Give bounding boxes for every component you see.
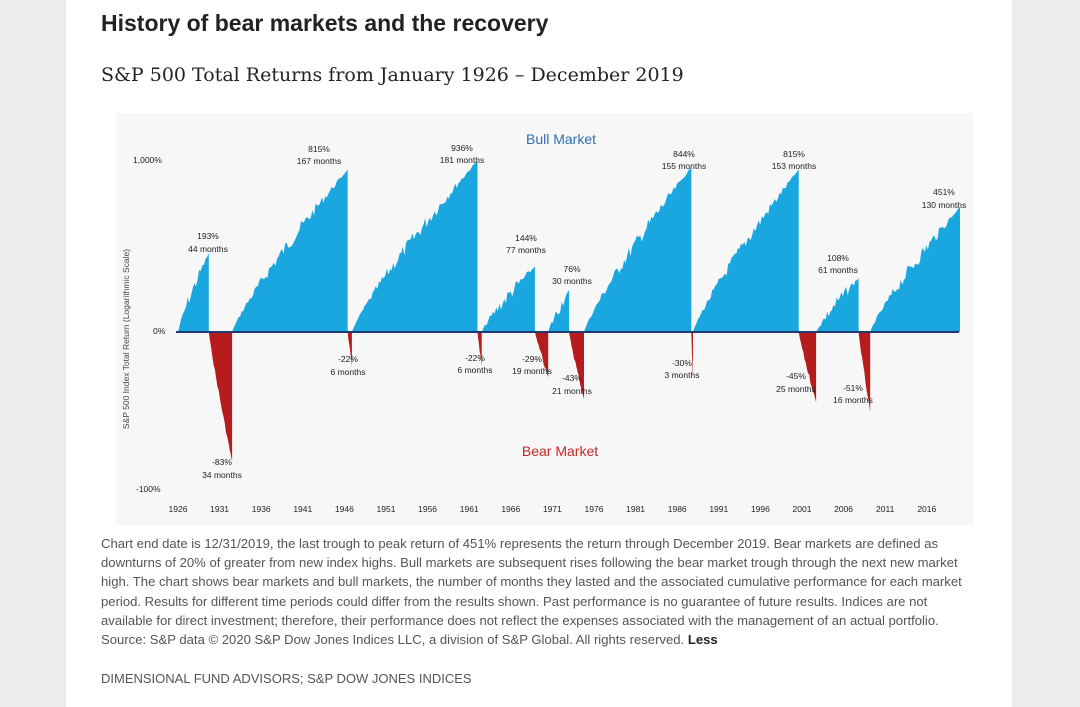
x-tick-label: 1956 xyxy=(418,504,437,514)
y-tick-label: -100% xyxy=(136,484,161,494)
bear-duration-label: 6 months xyxy=(458,365,493,375)
bull-market-area xyxy=(548,290,569,332)
bear-value-label: -29% xyxy=(522,354,542,364)
x-tick-label: 1936 xyxy=(252,504,271,514)
bear-duration-label: 3 months xyxy=(665,370,700,380)
x-tick-label: 2016 xyxy=(917,504,936,514)
bull-value-label: 815% xyxy=(783,149,805,159)
bull-market-area xyxy=(232,169,348,332)
x-tick-label: 1931 xyxy=(210,504,229,514)
x-tick-label: 1946 xyxy=(335,504,354,514)
x-tick-label: 2006 xyxy=(834,504,853,514)
y-tick-label: 0% xyxy=(153,326,166,336)
bull-duration-label: 130 months xyxy=(922,200,966,210)
bull-market-area xyxy=(178,253,209,332)
x-tick-label: 1996 xyxy=(751,504,770,514)
bull-value-label: 844% xyxy=(673,149,695,159)
bull-value-label: 144% xyxy=(515,233,537,243)
bear-value-label: -45% xyxy=(786,371,806,381)
bull-duration-label: 77 months xyxy=(506,245,546,255)
x-tick-label: 1991 xyxy=(709,504,728,514)
bull-value-label: 936% xyxy=(451,143,473,153)
bear-market-area xyxy=(534,332,549,378)
chart-caption: Chart end date is 12/31/2019, the last t… xyxy=(101,534,971,649)
x-tick-label: 1981 xyxy=(626,504,645,514)
page-subtitle: S&P 500 Total Returns from January 1926 … xyxy=(101,64,684,86)
bull-value-label: 193% xyxy=(197,231,219,241)
bear-value-label: -22% xyxy=(465,353,485,363)
bull-bear-chart: S&P 500 Index Total Return (Logarithmic … xyxy=(121,131,966,514)
x-tick-label: 1941 xyxy=(293,504,312,514)
x-tick-label: 1971 xyxy=(543,504,562,514)
source-credit: DIMENSIONAL FUND ADVISORS; S&P DOW JONES… xyxy=(101,671,472,686)
bear-duration-label: 19 months xyxy=(512,366,552,376)
x-tick-label: 2011 xyxy=(876,504,895,514)
less-link[interactable]: Less xyxy=(687,632,718,648)
bull-duration-label: 181 months xyxy=(440,155,484,165)
x-tick-label: 1976 xyxy=(585,504,604,514)
bull-value-label: 108% xyxy=(827,253,849,263)
bull-market-area xyxy=(693,169,799,332)
bear-market-area xyxy=(347,332,352,367)
chart-panel: S&P 500 Index Total Return (Logarithmic … xyxy=(116,113,973,525)
bear-duration-label: 21 months xyxy=(552,386,592,396)
bull-duration-label: 61 months xyxy=(818,265,858,275)
bear-duration-label: 25 months xyxy=(776,384,816,394)
caption-text: Chart end date is 12/31/2019, the last t… xyxy=(101,536,962,648)
bull-market-area xyxy=(584,167,692,332)
bull-market-label: Bull Market xyxy=(526,131,596,147)
y-axis-title: S&P 500 Index Total Return (Logarithmic … xyxy=(121,249,131,429)
bear-market-area xyxy=(691,332,693,379)
bull-market-area xyxy=(870,206,960,332)
bull-market-area xyxy=(351,160,478,332)
bull-value-label: 76% xyxy=(563,264,580,274)
x-tick-label: 1951 xyxy=(377,504,396,514)
bear-value-label: -83% xyxy=(212,457,232,467)
bear-market-label: Bear Market xyxy=(522,443,598,459)
bear-duration-label: 6 months xyxy=(331,367,366,377)
x-tick-label: 2001 xyxy=(793,504,812,514)
bull-duration-label: 153 months xyxy=(772,161,816,171)
bull-market-area xyxy=(481,266,535,332)
x-tick-label: 1926 xyxy=(169,504,188,514)
page-title: History of bear markets and the recovery xyxy=(101,10,549,36)
x-tick-label: 1986 xyxy=(668,504,687,514)
bull-value-label: 451% xyxy=(933,187,955,197)
bear-value-label: -43% xyxy=(562,373,582,383)
x-tick-label: 1966 xyxy=(501,504,520,514)
bear-market-area xyxy=(569,332,584,400)
bear-duration-label: 16 months xyxy=(833,395,873,405)
bear-market-area xyxy=(208,332,233,462)
bear-value-label: -22% xyxy=(338,354,358,364)
y-tick-label: 1,000% xyxy=(133,155,162,165)
bear-market-area xyxy=(858,332,871,412)
bear-market-area xyxy=(477,332,482,367)
bull-value-label: 815% xyxy=(308,144,330,154)
bull-market-area xyxy=(816,278,859,332)
bear-value-label: -30% xyxy=(672,358,692,368)
x-tick-label: 1961 xyxy=(460,504,479,514)
bull-duration-label: 155 months xyxy=(662,161,706,171)
bull-duration-label: 30 months xyxy=(552,276,592,286)
bull-duration-label: 44 months xyxy=(188,244,228,254)
bull-duration-label: 167 months xyxy=(297,156,341,166)
bear-market-area xyxy=(798,332,817,403)
bear-duration-label: 34 months xyxy=(202,470,242,480)
bear-value-label: -51% xyxy=(843,383,863,393)
